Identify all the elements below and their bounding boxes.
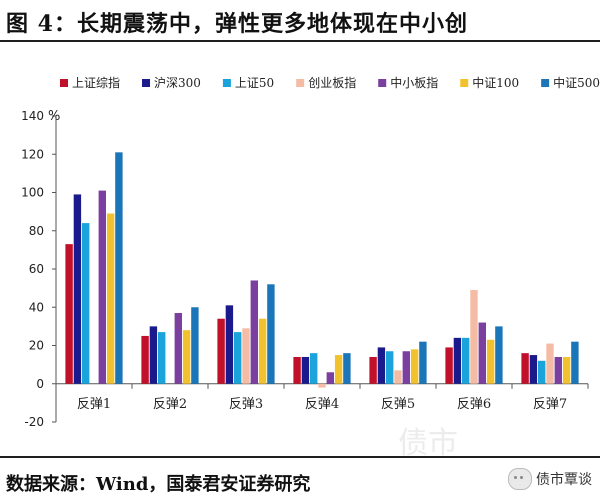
- bar-chart: 上证综指 沪深300 上证50 创业板指 中小板指 中证100 中证500 -20 0 20 40 6…: [21, 75, 600, 429]
- y-tick-label: 140: [21, 109, 44, 123]
- bar: [141, 335, 149, 384]
- y-tick-label: 20: [29, 339, 44, 353]
- legend-swatch: [60, 79, 68, 87]
- bar: [234, 332, 242, 384]
- bar: [65, 244, 73, 384]
- legend-label: 上证综指: [72, 75, 120, 90]
- bar: [394, 370, 402, 384]
- bar: [267, 284, 275, 384]
- bar: [571, 341, 579, 384]
- bar: [486, 339, 495, 384]
- bar: [98, 190, 106, 384]
- bar: [445, 347, 453, 384]
- x-tick-label: 反弹2: [153, 397, 187, 412]
- title-divider: [0, 40, 600, 42]
- bar: [334, 355, 343, 384]
- bar: [538, 360, 546, 384]
- legend-swatch: [460, 79, 469, 87]
- figure-title: 图 4：长期震荡中，弹性更多地体现在中小创: [6, 11, 468, 37]
- x-tick-label: 反弹7: [533, 397, 567, 412]
- x-tick-label: 反弹1: [77, 397, 111, 412]
- y-tick-label: 120: [21, 147, 44, 161]
- bar: [73, 194, 82, 384]
- bar: [82, 223, 90, 384]
- x-tick-label: 反弹5: [381, 397, 415, 412]
- watermark-badge: 债市覃谈: [508, 466, 592, 492]
- bar: [554, 356, 562, 384]
- bar: [470, 290, 478, 384]
- bar: [301, 356, 310, 384]
- source-note: 数据来源：Wind，国泰君安证券研究: [6, 474, 311, 495]
- legend-swatch: [222, 79, 231, 87]
- bar: [217, 318, 225, 384]
- bar: [377, 347, 386, 384]
- bar: [115, 152, 123, 384]
- figure-header: 图 4：长期震荡中，弹性更多地体现在中小创: [0, 0, 600, 42]
- bar: [419, 341, 427, 384]
- bar: [521, 353, 529, 384]
- y-tick-label: 40: [29, 300, 44, 314]
- bar: [258, 318, 267, 384]
- bar: [318, 383, 326, 388]
- y-tick-label: 60: [29, 262, 44, 276]
- wechat-icon: [508, 468, 532, 490]
- footer-divider: [0, 456, 600, 458]
- bar: [310, 353, 318, 384]
- bar: [293, 356, 301, 384]
- y-tick-label: 100: [21, 186, 44, 200]
- y-tick-label: 0: [36, 377, 44, 391]
- y-unit-label: %: [48, 109, 60, 124]
- y-tick-label: -20: [24, 415, 44, 429]
- legend-swatch: [142, 79, 151, 87]
- watermark-text: 债市覃谈: [536, 472, 592, 488]
- bar: [546, 343, 554, 384]
- bar: [182, 330, 191, 384]
- bar: [191, 307, 199, 384]
- bar: [149, 326, 158, 384]
- background-watermark: 债市: [398, 426, 458, 461]
- bar: [225, 305, 234, 384]
- bar: [174, 312, 182, 384]
- legend-label: 中证500: [553, 75, 600, 90]
- bar: [158, 332, 166, 384]
- bar: [402, 351, 410, 384]
- bar: [529, 355, 538, 384]
- legend-label: 创业板指: [308, 75, 356, 90]
- bar: [410, 349, 419, 384]
- bar: [250, 280, 258, 384]
- legend-swatch: [378, 79, 387, 87]
- x-tick-label: 反弹6: [457, 397, 491, 412]
- bar: [386, 351, 394, 384]
- bar: [106, 213, 115, 384]
- bar: [453, 337, 462, 384]
- legend-swatch: [541, 79, 550, 87]
- bar: [562, 356, 571, 384]
- bar: [369, 356, 377, 384]
- legend-swatch: [296, 79, 305, 87]
- bar: [242, 328, 250, 384]
- legend-label: 上证50: [235, 76, 274, 90]
- bar: [495, 326, 503, 384]
- x-tick-label: 反弹3: [229, 397, 263, 412]
- legend-label: 中小板指: [390, 75, 438, 90]
- legend-label: 沪深300: [154, 76, 201, 90]
- x-tick-label: 反弹4: [305, 397, 339, 412]
- bar: [478, 322, 486, 384]
- bar: [343, 353, 351, 384]
- legend-label: 中证100: [472, 75, 519, 90]
- bar: [462, 337, 470, 384]
- bar: [326, 372, 334, 384]
- y-tick-label: 80: [29, 224, 44, 238]
